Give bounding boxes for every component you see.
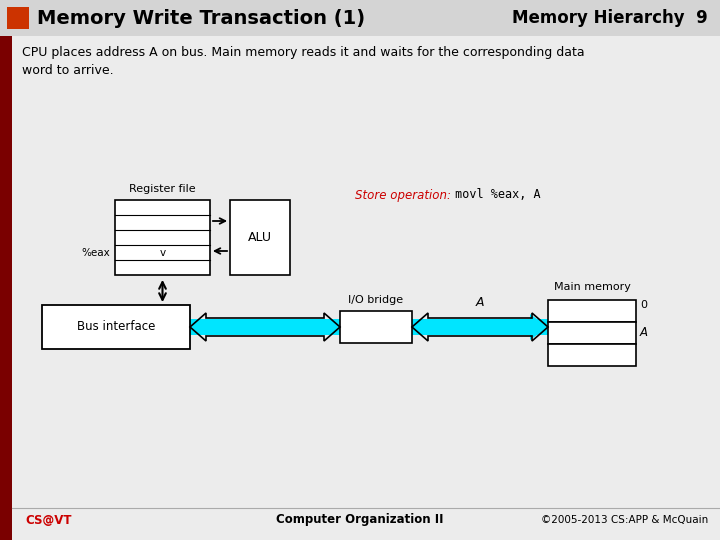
Text: A: A [640, 327, 648, 340]
Text: Computer Organization II: Computer Organization II [276, 514, 444, 526]
Bar [0, 0, 720, 36]
Text: CPU places address A on bus. Main memory reads it and waits for the correspondin: CPU places address A on bus. Main memory… [22, 46, 585, 77]
Bar [340, 311, 412, 343]
Bar [0, 36, 12, 540]
Text: movl %eax, A: movl %eax, A [448, 188, 541, 201]
Text: Memory Write Transaction (1): Memory Write Transaction (1) [37, 9, 365, 28]
Text: ©2005-2013 CS:APP & McQuain: ©2005-2013 CS:APP & McQuain [541, 515, 708, 525]
Text: I/O bridge: I/O bridge [348, 295, 404, 305]
Text: Bus interface: Bus interface [77, 321, 156, 334]
Text: 0: 0 [640, 300, 647, 310]
Text: %eax: %eax [81, 247, 110, 258]
Bar [190, 319, 548, 335]
Text: v: v [159, 247, 166, 258]
Text: Main memory: Main memory [554, 282, 631, 292]
Text: Register file: Register file [129, 184, 196, 194]
Text: CS@VT: CS@VT [25, 514, 71, 526]
Text: A: A [476, 296, 485, 309]
Bar [230, 200, 290, 275]
Text: ALU: ALU [248, 231, 272, 244]
Bar [548, 344, 636, 366]
FancyArrow shape [530, 314, 548, 340]
Bar [115, 200, 210, 275]
Bar [42, 305, 190, 349]
Bar [548, 322, 636, 344]
Bar [548, 300, 636, 322]
Bar [7, 7, 29, 29]
Text: Store operation:: Store operation: [355, 188, 451, 201]
Text: Memory Hierarchy  9: Memory Hierarchy 9 [512, 9, 708, 27]
